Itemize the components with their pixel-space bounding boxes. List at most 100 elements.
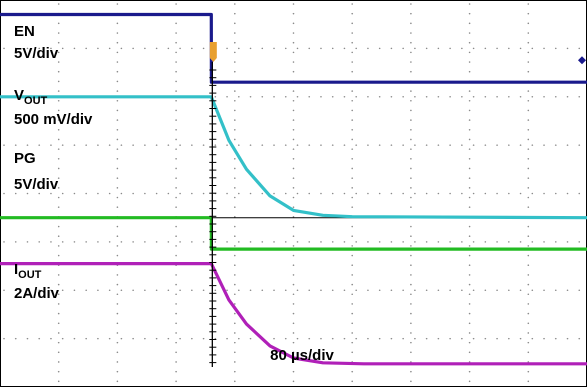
grid-dot-v [116, 235, 119, 237]
grid-dot-v [410, 225, 412, 228]
grid-dot-h [402, 144, 404, 146]
grid-dot-h [14, 192, 17, 195]
grid-dot-v [292, 51, 295, 54]
grid-dot-h [214, 95, 217, 98]
grid-dot-v [57, 254, 60, 257]
grid-dot-v [351, 138, 354, 141]
grid-dot-v [116, 341, 119, 344]
grid-dot-h [155, 337, 158, 340]
grid-dot-v [468, 128, 471, 131]
grid-dot-h [566, 241, 569, 243]
grid-dot-v [57, 245, 60, 247]
grid-dot-v [234, 351, 236, 354]
grid-dot-h [414, 192, 416, 195]
grid-dot-v [175, 303, 177, 305]
grid-dot-h [320, 47, 322, 50]
grid-dot-h [484, 95, 487, 98]
grid-dot-h [320, 192, 322, 195]
grid-dot-h [61, 289, 64, 292]
grid-dot-v [292, 177, 295, 179]
grid-dot-v [410, 167, 412, 170]
grid-dot-h [331, 144, 334, 146]
grid-dot-v [527, 177, 530, 179]
grid-dot-v [527, 90, 530, 92]
grid-dot-h [484, 289, 487, 292]
grid-dot-h [531, 144, 534, 146]
grid-dot-h [296, 192, 299, 195]
grid-dot-h [472, 144, 475, 146]
grid-dot-v [234, 167, 236, 170]
grid-dot-v [468, 3, 471, 5]
grid-dot-h [167, 192, 170, 195]
grid-dot-h [249, 192, 252, 195]
grid-dot-v [468, 206, 471, 208]
grid-dot-h [425, 95, 428, 98]
grid-dot-v [175, 158, 177, 160]
grid-dot-h [472, 337, 475, 340]
grid-dot-v [410, 187, 412, 189]
grid-dot-h [38, 289, 41, 292]
grid-dot-v [292, 380, 295, 383]
grid-dot-v [410, 51, 412, 54]
grid-dot-h [566, 144, 569, 146]
grid-dot-v [351, 380, 354, 383]
grid-dot-h [449, 47, 451, 50]
grid-dot-v [410, 148, 412, 150]
grid-dot-h [273, 47, 275, 50]
grid-dot-h [367, 241, 369, 243]
channel-name-subscript: OUT [18, 269, 42, 281]
grid-dot-v [292, 254, 295, 257]
grid-dot-h [202, 192, 205, 195]
grid-dot-h [284, 337, 287, 340]
grid-dot-v [410, 264, 412, 267]
grid-dot-h [402, 47, 404, 50]
grid-dot-h [496, 192, 498, 195]
grid-dot-v [351, 119, 354, 121]
grid-dot-v [292, 341, 295, 344]
grid-dot-v [116, 206, 119, 208]
grid-dot-h [26, 289, 29, 292]
grid-dot-v [175, 99, 177, 102]
grid-dot-v [410, 3, 412, 5]
grid-dot-h [578, 241, 581, 243]
grid-dot-h [284, 192, 287, 195]
grid-dot-v [116, 158, 119, 160]
grid-dot-h [343, 289, 346, 292]
grid-dot-h [238, 241, 240, 243]
grid-dot-h [284, 95, 287, 98]
grid-dot-v [410, 351, 412, 354]
grid-dot-v [468, 119, 471, 121]
grid-dot-h [484, 144, 487, 146]
grid-dot-v [234, 341, 236, 344]
grid-dot-h [378, 144, 381, 146]
grid-dot-h [461, 192, 463, 195]
grid-dot-h [179, 289, 181, 292]
grid-dot-v [527, 264, 530, 267]
grid-dot-h [496, 47, 498, 50]
grid-dot-v [527, 196, 530, 199]
grid-dot-v [468, 312, 471, 315]
grid-dot-v [57, 51, 60, 54]
grid-dot-v [57, 322, 60, 325]
grid-dot-h [179, 241, 181, 243]
grid-dot-h [144, 192, 146, 195]
grid-dot-v [234, 70, 236, 73]
grid-dot-h [367, 192, 369, 195]
grid-dot-h [26, 192, 29, 195]
grid-dot-v [116, 51, 119, 54]
grid-dot-h [284, 144, 287, 146]
grid-dot-h [14, 289, 17, 292]
grid-dot-h [120, 337, 123, 340]
grid-dot-v [116, 380, 119, 383]
grid-dot-v [527, 322, 530, 325]
grid-dot-v [527, 274, 530, 276]
grid-dot-v [57, 41, 60, 44]
grid-dot-v [175, 235, 177, 237]
grid-dot-h [531, 289, 534, 292]
grid-dot-v [527, 3, 530, 5]
grid-dot-h [120, 192, 123, 195]
grid-dot-h [120, 241, 123, 243]
grid-dot-v [468, 22, 471, 25]
grid-dot-v [116, 22, 119, 25]
grid-dot-h [437, 144, 440, 146]
